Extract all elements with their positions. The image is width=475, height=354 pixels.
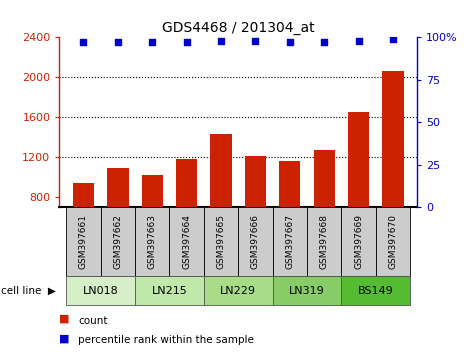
Bar	[314, 150, 335, 207]
Point	[389, 36, 397, 42]
Point	[148, 39, 156, 45]
Bar	[210, 134, 232, 207]
Text: GSM397670: GSM397670	[389, 214, 398, 269]
Text: GSM397669: GSM397669	[354, 214, 363, 269]
Bar	[135, 276, 204, 305]
Text: GSM397667: GSM397667	[285, 214, 294, 269]
Bar	[204, 207, 238, 276]
Bar	[142, 175, 163, 207]
Bar	[135, 207, 170, 276]
Point	[217, 38, 225, 44]
Point	[321, 39, 328, 45]
Bar	[107, 168, 129, 207]
Text: LN319: LN319	[289, 286, 325, 296]
Point	[355, 38, 362, 44]
Text: GSM397666: GSM397666	[251, 214, 260, 269]
Text: LN215: LN215	[152, 286, 187, 296]
Bar	[279, 161, 301, 207]
Text: GSM397662: GSM397662	[114, 214, 123, 269]
Point	[80, 39, 87, 45]
Text: GSM397661: GSM397661	[79, 214, 88, 269]
Bar	[170, 207, 204, 276]
Bar	[66, 207, 101, 276]
Bar	[176, 159, 197, 207]
Bar	[307, 207, 342, 276]
Bar	[348, 112, 369, 207]
Bar	[73, 183, 94, 207]
Text: GSM397665: GSM397665	[217, 214, 226, 269]
Text: percentile rank within the sample: percentile rank within the sample	[78, 335, 254, 345]
Text: ■: ■	[59, 314, 70, 324]
Bar	[204, 276, 273, 305]
Text: LN229: LN229	[220, 286, 256, 296]
Text: ■: ■	[59, 333, 70, 343]
Bar	[376, 207, 410, 276]
Text: GSM397663: GSM397663	[148, 214, 157, 269]
Bar	[238, 207, 273, 276]
Text: LN018: LN018	[83, 286, 119, 296]
Text: BS149: BS149	[358, 286, 394, 296]
Point	[252, 38, 259, 44]
Bar	[342, 207, 376, 276]
Text: GSM397664: GSM397664	[182, 214, 191, 269]
Point	[183, 39, 190, 45]
Bar	[273, 276, 342, 305]
Bar	[101, 207, 135, 276]
Text: count: count	[78, 316, 108, 326]
Bar	[273, 207, 307, 276]
Title: GDS4468 / 201304_at: GDS4468 / 201304_at	[162, 21, 314, 35]
Bar	[342, 276, 410, 305]
Point	[114, 39, 122, 45]
Bar	[245, 156, 266, 207]
Point	[286, 39, 294, 45]
Bar	[382, 71, 404, 207]
Bar	[66, 276, 135, 305]
Text: cell line  ▶: cell line ▶	[1, 286, 56, 296]
Text: GSM397668: GSM397668	[320, 214, 329, 269]
